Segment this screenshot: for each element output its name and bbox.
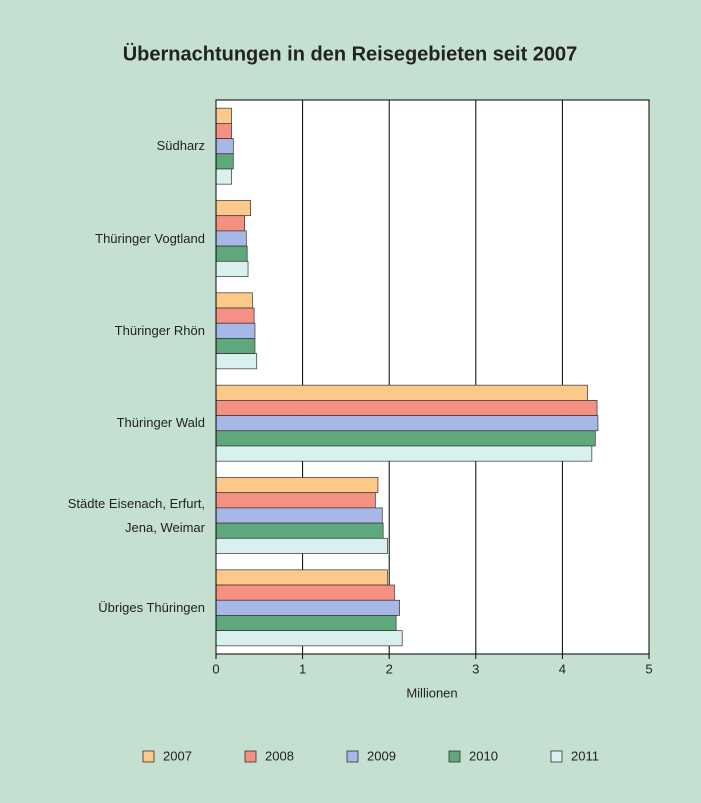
bar <box>215 138 234 155</box>
y-tick-label: Städte Eisenach, Erfurt, Jena, Weimar <box>67 495 205 535</box>
legend-swatch <box>244 750 257 763</box>
bar <box>215 477 379 494</box>
plot-border <box>215 99 650 655</box>
y-tick-label: Thüringer Wald <box>116 415 205 431</box>
y-tick-label: Thüringer Vogtland <box>95 230 205 246</box>
bar <box>215 507 383 524</box>
legend-swatch <box>550 750 563 763</box>
x-tick-label: 3 <box>472 661 479 676</box>
bar <box>215 307 255 324</box>
legend-label: 2011 <box>571 748 599 763</box>
bar <box>215 168 232 185</box>
legend-label: 2009 <box>367 748 396 763</box>
bar <box>215 153 234 170</box>
bar <box>215 400 598 416</box>
bar <box>215 537 388 554</box>
bar <box>215 322 256 339</box>
legend-label: 2010 <box>469 748 498 763</box>
bar <box>215 107 232 124</box>
bar <box>215 599 400 616</box>
legend-swatch <box>346 750 359 763</box>
x-tick-label: 0 <box>212 661 219 676</box>
bar <box>215 260 249 277</box>
x-tick-label: 1 <box>299 661 306 676</box>
plot-area <box>216 100 649 654</box>
bar <box>215 245 248 262</box>
bar <box>215 338 256 354</box>
bar <box>215 445 593 462</box>
x-tick-label: 2 <box>386 661 393 676</box>
legend-label: 2007 <box>163 748 192 763</box>
legend-label: 2008 <box>265 748 294 763</box>
x-tick-label: 5 <box>645 661 652 676</box>
bar <box>215 230 247 247</box>
bar <box>215 430 596 447</box>
x-axis-label: Millionen <box>406 685 457 700</box>
bar <box>215 123 232 139</box>
y-tick-label: Thüringer Rhön <box>114 322 205 338</box>
bar <box>215 584 395 601</box>
legend-swatch <box>448 750 461 763</box>
bar <box>215 415 599 432</box>
bar <box>215 292 253 309</box>
bar <box>215 569 388 586</box>
legend-swatch <box>142 750 155 763</box>
bar <box>215 353 258 370</box>
bar <box>215 522 384 539</box>
bar <box>215 215 245 232</box>
bar <box>215 492 376 509</box>
bar <box>215 200 251 217</box>
bar <box>215 630 403 647</box>
y-tick-label: Südharz <box>156 138 205 154</box>
bar <box>215 384 588 401</box>
x-tick-label: 4 <box>559 661 566 676</box>
bar <box>215 615 397 631</box>
chart-title: Übernachtungen in den Reisegebieten seit… <box>123 42 578 65</box>
y-tick-label: Übriges Thüringen <box>98 599 205 615</box>
